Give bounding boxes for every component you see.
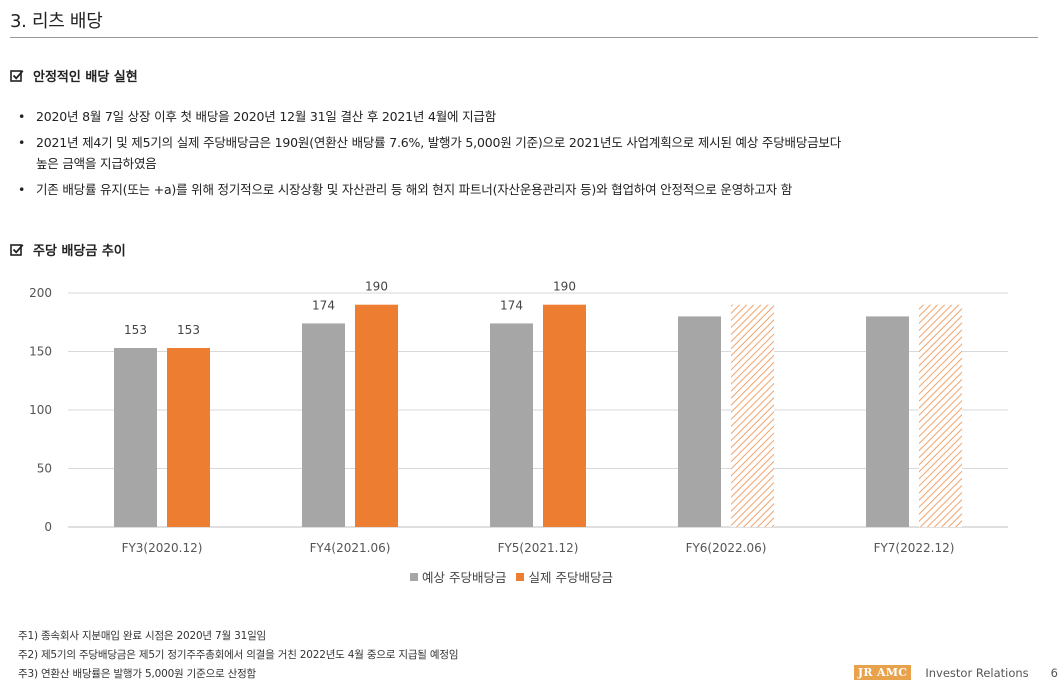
data-label: 190 xyxy=(553,280,576,294)
section-heading-dividend: 안정적인 배당 실현 xyxy=(10,66,138,85)
legend-swatch xyxy=(516,572,525,581)
x-tick-label: FY7(2022.12) xyxy=(874,541,955,555)
x-tick-label: FY3(2020.12) xyxy=(122,541,203,555)
page-title: 3. 리츠 배당 xyxy=(10,11,103,32)
bar-actual-hatched xyxy=(919,304,962,527)
section-heading-text: 안정적인 배당 실현 xyxy=(33,70,138,85)
y-tick-label: 150 xyxy=(29,345,52,359)
section-heading-dps-trend: 주당 배당금 추이 xyxy=(10,240,126,259)
checkbox-checked-icon xyxy=(10,243,24,256)
y-tick-label: 200 xyxy=(29,286,52,300)
y-tick-label: 0 xyxy=(44,520,52,534)
footer-text: Investor Relations xyxy=(925,665,1029,680)
company-logo: JR AMC xyxy=(853,665,912,680)
legend-item: 실제 주당배당금 xyxy=(516,567,613,586)
bar-expected xyxy=(866,316,909,527)
x-tick-label: FY6(2022.06) xyxy=(686,541,767,555)
bullet-item: • 2020년 8월 7일 상장 이후 첫 배당을 2020년 12월 31일 결… xyxy=(18,106,1048,127)
footnote: 주1) 종속회사 지분매입 완료 시점은 2020년 7월 31일임 xyxy=(18,630,266,642)
data-label: 174 xyxy=(312,298,335,312)
page-header: 3. 리츠 배당 xyxy=(10,6,1038,38)
y-tick-label: 100 xyxy=(29,403,52,417)
bullet-text: 2021년 제4기 및 제5기의 실제 주당배당금은 190원(연환산 배당률 … xyxy=(36,135,842,150)
bullet-list: • 2020년 8월 7일 상장 이후 첫 배당을 2020년 12월 31일 결… xyxy=(18,106,1048,205)
bullet-item: • 기존 배당률 유지(또는 +a)를 위해 정기적으로 시장상황 및 자산관리 … xyxy=(18,179,1048,200)
footnote: 주3) 연환산 배당률은 발행가 5,000원 기준으로 산정함 xyxy=(18,668,257,680)
data-label: 190 xyxy=(365,280,388,294)
legend-label: 실제 주당배당금 xyxy=(528,570,613,585)
x-tick-label: FY4(2021.06) xyxy=(310,541,391,555)
bar-expected xyxy=(490,323,533,527)
bar-actual xyxy=(167,347,210,527)
bar-actual-hatched xyxy=(731,304,774,527)
data-label: 153 xyxy=(124,323,147,337)
checkbox-checked-icon xyxy=(10,69,24,82)
bullet-dot: • xyxy=(18,109,26,124)
x-tick-label: FY5(2021.12) xyxy=(498,541,579,555)
footnote: 주2) 제5기의 주당배당금은 제5기 정기주주총회에서 의결을 거친 2022… xyxy=(18,649,459,661)
data-label: 153 xyxy=(177,323,200,337)
chart-legend: 예상 주당배당금 실제 주당배당금 xyxy=(410,567,623,586)
page-number: 6 xyxy=(1050,665,1058,680)
bar-actual xyxy=(355,304,398,527)
legend-swatch xyxy=(410,572,418,581)
bullet-item: • 2021년 제4기 및 제5기의 실제 주당배당금은 190원(연환산 배당률… xyxy=(18,132,1048,174)
dividend-bar-chart: 153 153 174 190 174 190 0 50 100 150 200 FY3(2020.… xyxy=(29,280,1008,555)
bar-expected xyxy=(302,323,345,527)
bullet-dot: • xyxy=(18,182,26,197)
legend-label: 예상 주당배당금 xyxy=(422,570,507,585)
bullet-text: 기존 배당률 유지(또는 +a)를 위해 정기적으로 시장상황 및 자산관리 등… xyxy=(36,182,792,197)
legend-item: 예상 주당배당금 xyxy=(410,567,506,586)
bar-actual xyxy=(543,304,586,527)
bullet-text: 높은 금액을 지급하였음 xyxy=(36,156,157,171)
data-label: 174 xyxy=(500,298,523,312)
bullet-text: 2020년 8월 7일 상장 이후 첫 배당을 2020년 12월 31일 결산… xyxy=(36,109,497,124)
page-footer: JR AMC Investor Relations 6 xyxy=(853,665,1058,680)
bullet-dot: • xyxy=(18,135,26,150)
section-heading-text: 주당 배당금 추이 xyxy=(33,244,126,259)
bar-expected xyxy=(678,316,721,527)
bar-expected xyxy=(114,347,157,527)
y-tick-label: 50 xyxy=(37,462,52,476)
